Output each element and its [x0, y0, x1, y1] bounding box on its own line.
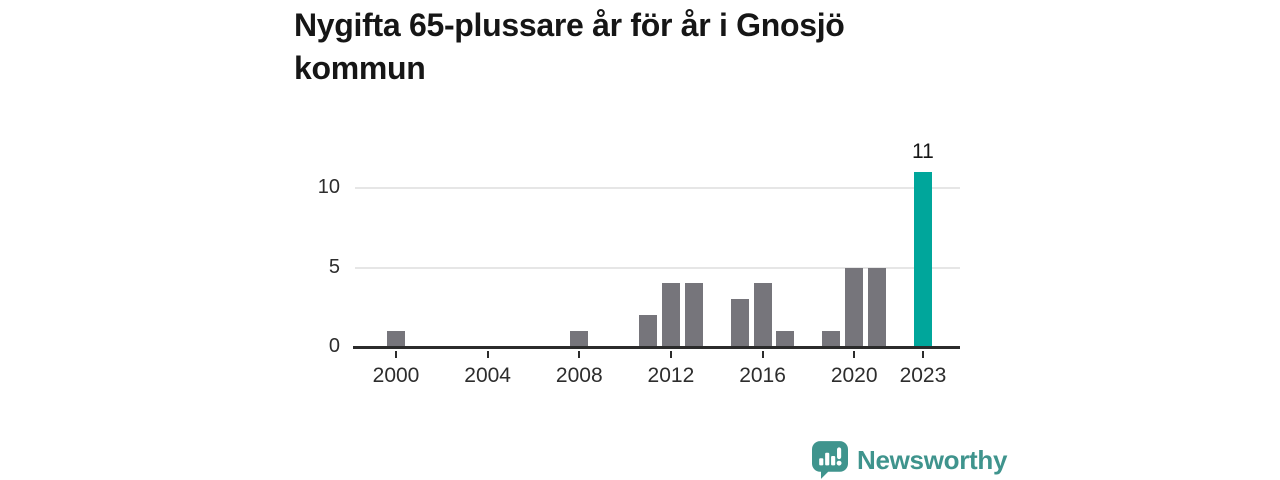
x-tick-label-2020: 2020 [830, 364, 878, 387]
x-tick-2023 [921, 351, 924, 358]
newsworthy-speech-bubble-chart-icon [812, 441, 848, 479]
x-tick-2004 [486, 351, 489, 358]
y-tick-label-0: 0 [328, 335, 340, 357]
x-tick-label-2004: 2004 [464, 364, 511, 387]
x-tick-label-2012: 2012 [647, 364, 695, 387]
x-axis-line [353, 346, 960, 349]
bar-2000 [387, 331, 405, 347]
bar-2017 [776, 331, 795, 347]
bar-chart-plot: 0 5 10 2000 2004 2008 2012 2016 2020 2023 11 [318, 140, 960, 387]
x-tick-2016 [761, 351, 764, 358]
x-tick-2000 [395, 351, 397, 358]
bar-2012 [661, 283, 680, 347]
y-tick-label-10: 10 [317, 176, 340, 198]
y-tick-label-5: 5 [328, 255, 340, 278]
highlight-value-label: 11 [912, 140, 934, 163]
x-tick-label-2008: 2008 [555, 364, 603, 387]
bar-2019 [822, 331, 841, 347]
bar-2013 [684, 283, 703, 347]
logo-bar-2 [825, 452, 830, 466]
x-tick-label-2000: 2000 [372, 364, 420, 387]
logo-exclamation-stem [837, 447, 842, 460]
bar-2021 [868, 267, 887, 347]
gridline-y10 [355, 187, 960, 189]
x-tick-2020 [853, 351, 856, 358]
bar-2015 [730, 299, 749, 347]
brand-logo: Newsworthy [812, 441, 1007, 479]
bar-2008 [570, 331, 589, 347]
x-tick-label-2016: 2016 [739, 364, 786, 387]
brand-name: Newsworthy [857, 444, 1008, 475]
chart-title: Nygifta 65-plussare år för år i Gnosjö k… [294, 7, 845, 86]
logo-bar-1 [819, 458, 824, 466]
bar-2011 [639, 315, 657, 347]
x-tick-2012 [669, 351, 672, 358]
bar-2023 [913, 172, 932, 347]
bar-2016 [753, 283, 772, 347]
logo-bar-3 [831, 455, 836, 466]
logo-exclamation-dot [836, 460, 842, 466]
x-tick-2008 [578, 351, 581, 358]
x-tick-label-2023: 2023 [899, 364, 947, 387]
gridline-y5 [355, 266, 960, 269]
bar-2020 [845, 267, 864, 347]
